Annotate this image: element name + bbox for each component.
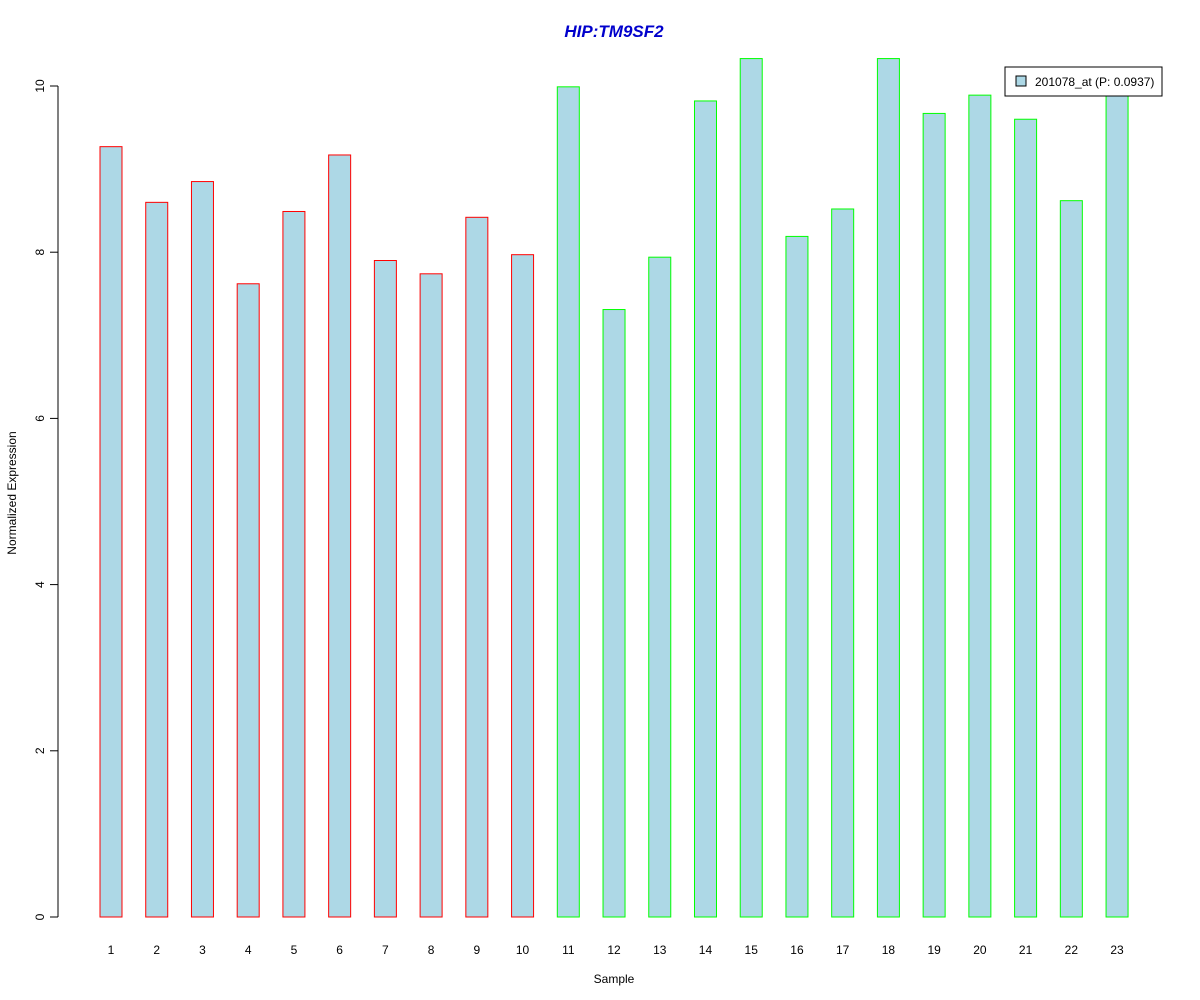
x-tick-label: 22	[1065, 943, 1079, 957]
y-axis: 0 2 4 6 8 10	[33, 79, 59, 920]
x-tick-label: 21	[1019, 943, 1033, 957]
y-tick-label: 10	[33, 79, 47, 93]
bar-sample-7	[373, 260, 397, 918]
legend: 201078_at (P: 0.0937)	[1004, 66, 1163, 97]
legend-swatch	[1015, 75, 1027, 87]
x-tick-label: 5	[291, 943, 298, 957]
x-tick-label: 18	[882, 943, 896, 957]
x-tick-label: 3	[199, 943, 206, 957]
bar-sample-22	[1059, 200, 1083, 918]
x-tick-label: 12	[607, 943, 621, 957]
x-tick-label: 10	[516, 943, 530, 957]
y-tick-label: 6	[33, 415, 47, 422]
bar-sample-2	[145, 201, 169, 918]
bar-sample-14	[693, 100, 717, 918]
x-tick-label: 23	[1110, 943, 1124, 957]
x-axis-label: Sample	[594, 972, 635, 986]
bar-sample-6	[328, 154, 352, 918]
bar-sample-13	[648, 256, 672, 918]
bar-sample-21	[1014, 118, 1038, 918]
y-tick-label: 0	[33, 913, 47, 920]
bar-sample-10	[511, 254, 535, 918]
x-tick-label: 7	[382, 943, 389, 957]
legend-box	[1004, 66, 1163, 97]
x-tick-label: 4	[245, 943, 252, 957]
x-tick-label: 9	[473, 943, 480, 957]
x-tick-label: 6	[336, 943, 343, 957]
x-tick-label: 20	[973, 943, 987, 957]
y-tick-label: 4	[33, 581, 47, 588]
y-axis-label: Normalized Expression	[5, 431, 19, 554]
bar-sample-16	[785, 235, 809, 918]
x-tick-label: 11	[562, 943, 575, 957]
bar-sample-12	[602, 309, 626, 918]
x-tick-label: 19	[927, 943, 941, 957]
bar-sample-11	[556, 86, 580, 918]
x-tick-label: 16	[790, 943, 804, 957]
bar-sample-3	[190, 181, 214, 918]
bar-sample-17	[831, 208, 855, 918]
bar-sample-1	[99, 146, 123, 918]
x-tick-label: 14	[699, 943, 713, 957]
bar-sample-15	[739, 58, 763, 918]
x-tick-label: 15	[745, 943, 759, 957]
bar-sample-19	[922, 112, 946, 918]
bar-sample-23	[1105, 92, 1129, 918]
y-tick-label: 2	[33, 747, 47, 754]
bar-sample-5	[282, 210, 306, 918]
chart-title: HIP:TM9SF2	[564, 22, 664, 41]
legend-label: 201078_at (P: 0.0937)	[1035, 75, 1154, 89]
bar-sample-20	[968, 94, 992, 918]
bar-sample-4	[236, 283, 260, 918]
x-tick-label: 17	[836, 943, 850, 957]
x-tick-label: 1	[108, 943, 115, 957]
x-tick-labels: 1 2 3 4 5 6 7 8 9 10 11 12 13 14 15 16 17 18 19 20 21 22 23	[108, 943, 1124, 957]
bar-sample-18	[876, 58, 900, 918]
y-tick-label: 8	[33, 249, 47, 256]
x-tick-label: 8	[428, 943, 435, 957]
bar-sample-9	[465, 216, 489, 918]
bar-sample-8	[419, 273, 443, 918]
x-tick-label: 13	[653, 943, 667, 957]
bars-group	[99, 58, 1129, 918]
x-tick-label: 2	[153, 943, 160, 957]
